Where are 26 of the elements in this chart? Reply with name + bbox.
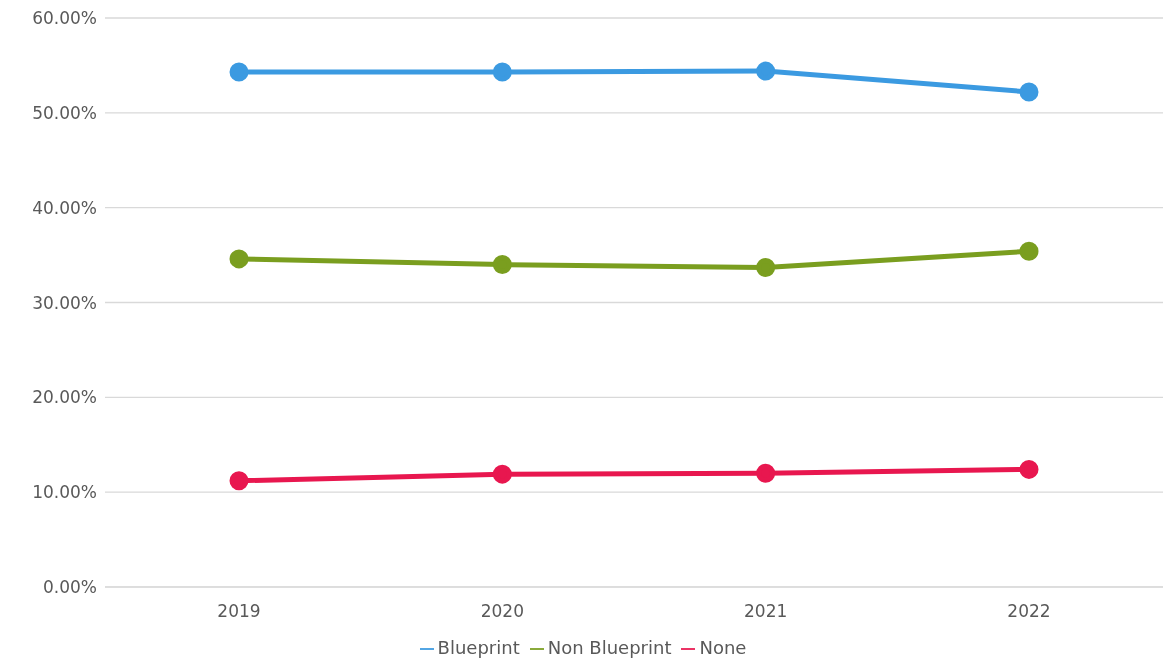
point	[756, 463, 776, 483]
point	[229, 62, 249, 82]
point	[492, 255, 512, 275]
y-tick-label: 40.00%	[32, 197, 97, 218]
y-tick-label: 50.00%	[32, 102, 97, 123]
point	[1019, 241, 1039, 261]
point	[492, 464, 512, 484]
x-tick-label: 2020	[480, 601, 524, 622]
y-tick-label: 30.00%	[32, 292, 97, 313]
point	[1019, 82, 1039, 102]
legend-label: Blueprint	[437, 637, 520, 658]
y-tick-label: 60.00%	[32, 8, 97, 29]
point	[756, 257, 776, 277]
y-tick-label: 0.00%	[42, 577, 97, 598]
point	[229, 471, 249, 491]
point	[1019, 459, 1039, 479]
x-tick-label: 2019	[217, 601, 261, 622]
point	[229, 249, 249, 269]
legend-label: Non Blueprint	[547, 637, 672, 658]
x-tick-label: 2022	[1007, 601, 1051, 622]
point	[492, 62, 512, 82]
y-tick-label: 20.00%	[32, 387, 97, 408]
x-tick-label: 2021	[744, 601, 788, 622]
y-tick-label: 10.00%	[32, 482, 97, 503]
point	[756, 61, 776, 81]
legend-label: None	[699, 637, 747, 658]
